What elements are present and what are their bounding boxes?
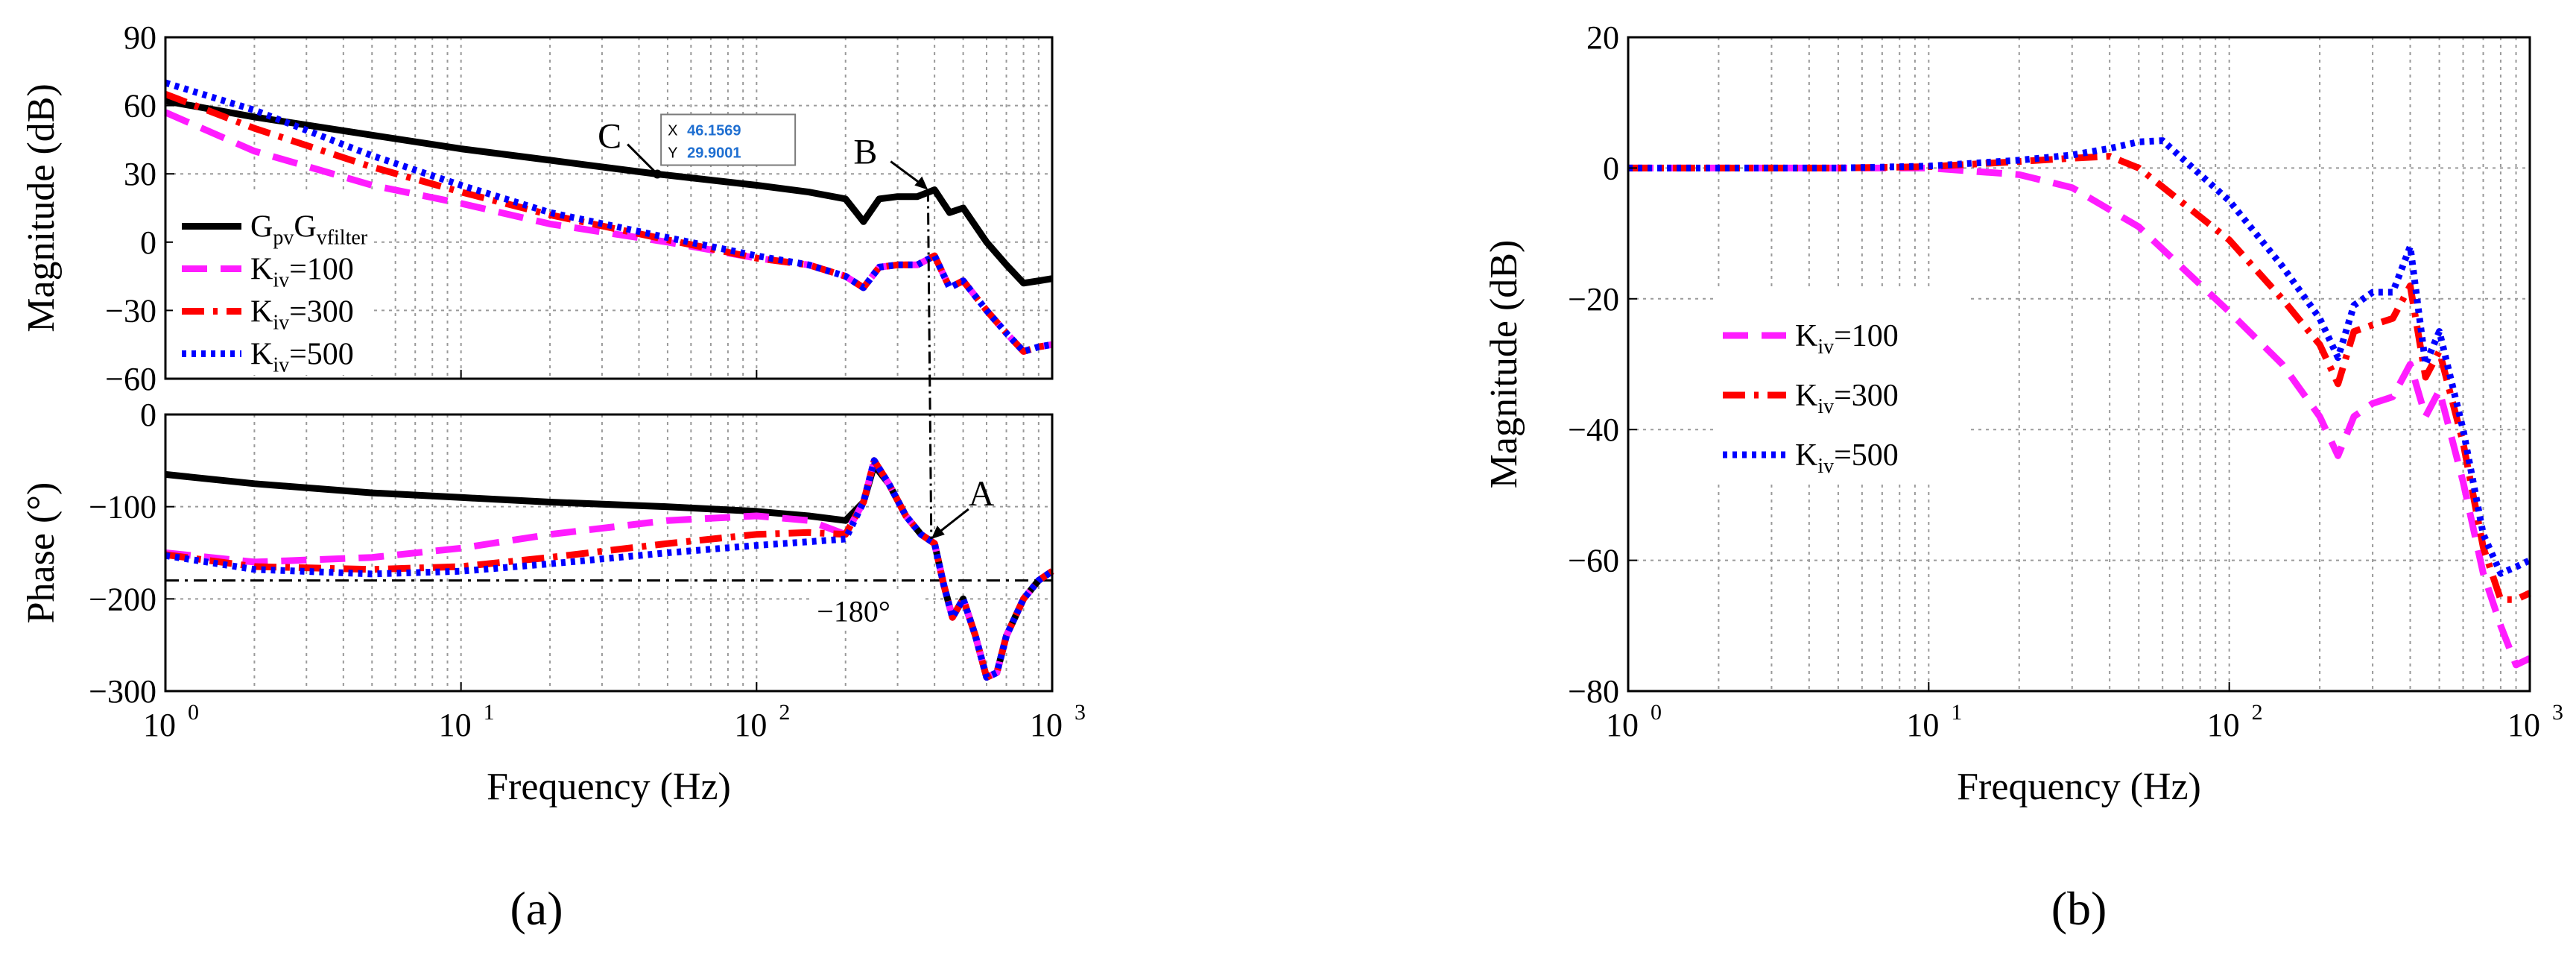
annotation-b: B [853, 133, 877, 172]
legend-background [173, 190, 374, 375]
annotation-c: C [598, 117, 621, 157]
x-tick-label: 10 [1030, 707, 1063, 743]
annotation-a-arrowhead [931, 525, 945, 539]
b-to-a-connector [926, 189, 933, 539]
legend-entry: GpvGvfilter [250, 210, 368, 250]
datatip-y-value: 29.9001 [687, 145, 741, 162]
panel-b-magnitude-plot: −80 −60 −40 −20 0 20 10 0 10 1 10 2 10 3 Frequency (Hz… [1483, 19, 2563, 808]
x-tick-label: 10 [1606, 707, 1639, 743]
x-tick-exponent: 2 [779, 700, 790, 725]
legend-entry: Kiv=500 [1795, 438, 1899, 478]
series-line [1628, 164, 2531, 669]
panel-a-annotations: C X 46.1569 Y 29.9001 B A −180° [598, 113, 995, 628]
y-axis-label: Magnitude (dB) [20, 83, 63, 332]
panel-b-label: (b) [2051, 882, 2107, 935]
y-tick-label: −30 [105, 292, 156, 329]
y-tick-label: −20 [1568, 281, 1619, 318]
x-tick-label: 10 [2507, 707, 2540, 743]
x-tick-exponent: 0 [188, 700, 199, 725]
x-tick-exponent: 3 [2552, 700, 2563, 725]
x-tick-exponent: 0 [1651, 700, 1662, 725]
y-axis-label: Phase (°) [20, 482, 63, 624]
x-tick-exponent: 1 [484, 700, 495, 725]
datatip-y-label: Y [668, 145, 677, 162]
x-tick-label: 10 [2207, 707, 2240, 743]
y-tick-label: −60 [105, 361, 156, 397]
y-tick-label: 60 [124, 88, 156, 125]
datatip-x-value: 46.1569 [687, 123, 741, 139]
series-line [164, 79, 1053, 355]
legend-entry: Kiv=300 [1795, 379, 1899, 418]
y-tick-label: −60 [1568, 543, 1619, 579]
datatip-marker[interactable] [653, 169, 662, 179]
x-tick-exponent: 1 [1951, 700, 1962, 725]
x-tick-label: 10 [734, 707, 767, 743]
legend-entry: Kiv=500 [250, 338, 354, 377]
y-tick-label: 90 [124, 19, 156, 56]
y-tick-label: −100 [89, 489, 156, 526]
x-tick-exponent: 2 [2252, 700, 2263, 725]
series-line [165, 457, 1054, 681]
y-tick-label: 0 [140, 224, 156, 261]
series-line [165, 461, 1054, 681]
series-line [165, 98, 1053, 287]
series-line [165, 457, 1054, 681]
x-tick-exponent: 3 [1075, 700, 1086, 725]
legend-entry: Kiv=100 [250, 253, 354, 292]
y-tick-label: −200 [89, 581, 156, 617]
legend-entry: Kiv=300 [250, 295, 354, 335]
legend-entry: Kiv=100 [1795, 319, 1899, 359]
x-tick-label: 10 [439, 707, 472, 743]
series-line [1628, 137, 2531, 577]
y-tick-label: 30 [124, 156, 156, 192]
plot-frame [164, 36, 1054, 380]
annotation-b-arrowhead [914, 176, 928, 190]
y-tick-label: 0 [1603, 150, 1619, 186]
panel-a-label: (a) [510, 882, 563, 935]
y-tick-label: −80 [1568, 673, 1619, 710]
x-axis-label: Frequency (Hz) [1957, 766, 2201, 808]
annotation-a: A [969, 474, 995, 514]
series-line [165, 457, 1054, 681]
plot-frame [164, 413, 1054, 693]
panel-a-phase-plot: −300 −200 −100 0 10 0 10 1 10 2 10 3 Frequency (Hz) P… [20, 397, 1086, 808]
y-tick-label: 0 [140, 397, 156, 433]
datatip-box [660, 113, 797, 166]
datatip-x-label: X [668, 123, 677, 139]
x-tick-label: 10 [143, 707, 176, 743]
y-axis-label: Magnitude (dB) [1483, 240, 1525, 489]
x-tick-label: 10 [1906, 707, 1939, 743]
x-axis-label: Frequency (Hz) [487, 766, 731, 808]
y-tick-label: −300 [89, 673, 156, 710]
annotation-c-arrow [627, 143, 656, 172]
ref-label-bg [809, 590, 922, 628]
y-tick-label: 20 [1586, 19, 1619, 56]
plot-frame [1627, 36, 2531, 693]
reference-line-label: −180° [817, 595, 890, 628]
y-tick-label: −40 [1568, 412, 1619, 448]
